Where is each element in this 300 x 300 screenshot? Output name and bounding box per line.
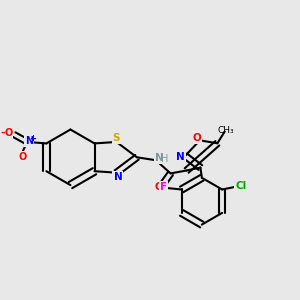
Text: F: F bbox=[160, 182, 167, 192]
Text: +: + bbox=[29, 134, 36, 143]
Text: O: O bbox=[193, 133, 201, 143]
Text: O: O bbox=[19, 152, 27, 162]
Text: -: - bbox=[1, 127, 5, 137]
Text: CH₃: CH₃ bbox=[218, 126, 235, 135]
Text: N: N bbox=[25, 136, 33, 146]
Text: S: S bbox=[113, 133, 120, 142]
Text: N: N bbox=[113, 172, 122, 182]
Text: N: N bbox=[155, 153, 164, 163]
Text: O: O bbox=[154, 182, 163, 192]
Text: N: N bbox=[176, 152, 185, 162]
Text: O: O bbox=[4, 128, 13, 138]
Text: H: H bbox=[161, 154, 168, 164]
Text: Cl: Cl bbox=[236, 181, 247, 191]
